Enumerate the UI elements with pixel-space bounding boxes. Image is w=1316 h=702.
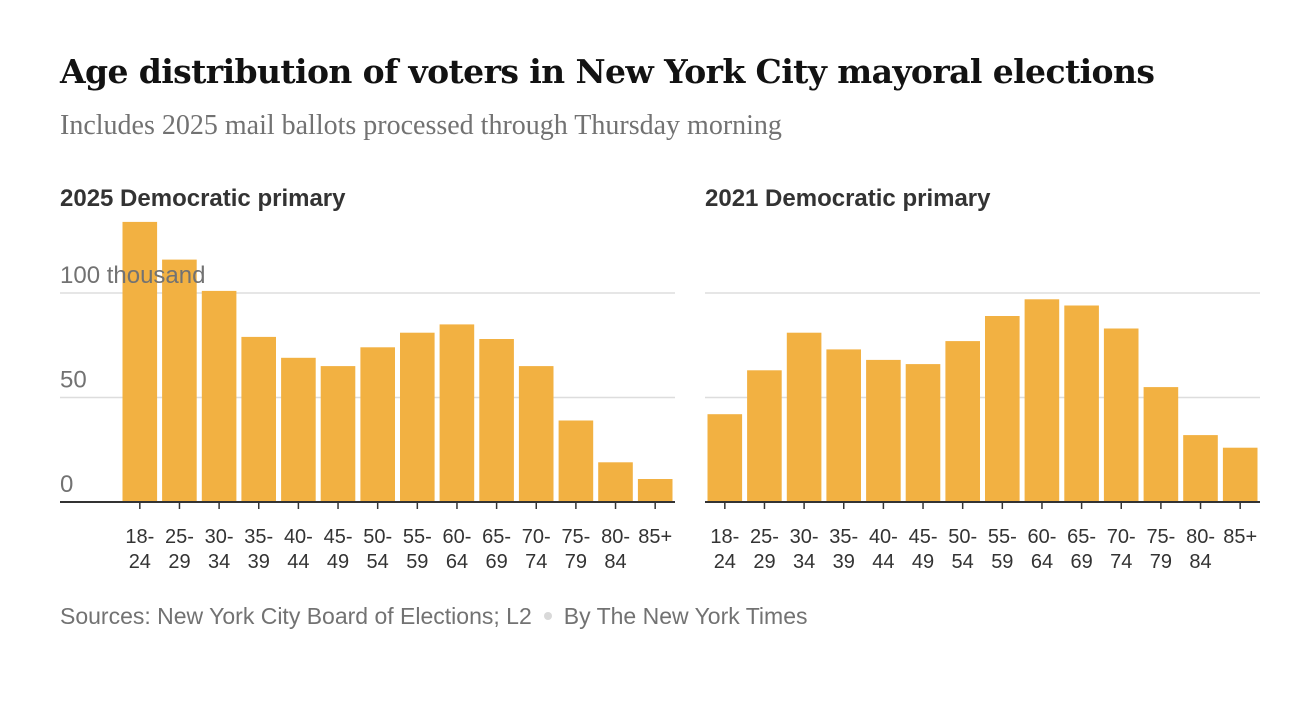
bar-30-34 [786,332,822,502]
bar-18-24 [122,221,158,502]
bar-85+ [637,479,673,502]
bar-60-64 [439,324,475,502]
bar-60-64 [1024,299,1060,502]
x-tick-label: 30- [790,526,819,548]
bar-85+ [1222,447,1258,502]
y-tick-label-50: 50 [60,367,87,394]
x-tick-label: 30- [205,526,234,548]
bar-55-59 [400,332,435,502]
x-tick-label: 84 [1189,551,1211,573]
bar-65-69 [479,339,514,502]
bar-80-84 [1183,435,1218,502]
bar-30-34 [201,290,237,502]
panel-2021-democratic-primary: 2021 Democratic primary 18- 24 25- 29 30- 34 35… [705,185,1260,573]
chart-subtitle: Includes 2025 mail ballots processed thr… [60,110,782,141]
x-tick-label: 49 [912,551,934,573]
bar-40-44 [281,357,316,502]
x-tick-label: 34 [208,551,230,573]
x-tick-label: 60- [443,526,472,548]
y-tick-label-100: 100 thousand [60,262,205,289]
x-tick-label: 55- [988,526,1017,548]
y-tick-label-0: 0 [60,471,73,498]
x-tick-label: 39 [248,551,270,573]
x-tick-label: 55- [403,526,432,548]
bar-25-29 [747,370,782,502]
x-tick-label: 79 [1150,551,1172,573]
x-tick-label: 59 [991,551,1013,573]
bar-65-69 [1064,305,1099,502]
x-tick-label: 84 [604,551,626,573]
x-tick-label: 69 [485,551,507,573]
bar-25-29 [162,259,197,502]
x-tick-label: 80- [601,526,630,548]
x-tick-label: 75- [561,526,590,548]
x-tick-label: 69 [1070,551,1092,573]
bar-50-54 [945,341,980,502]
x-tick-label: 59 [406,551,428,573]
chart-footer: Sources: New York City Board of Election… [60,603,808,630]
sources-text: Sources: New York City Board of Election… [60,603,532,629]
x-tick-label: 40- [284,526,313,548]
x-tick-label: 74 [1110,551,1132,573]
bar-75-79 [1143,387,1179,502]
x-tick-label: 45- [324,526,353,548]
x-tick-label: 25- [750,526,779,548]
panel-title: 2025 Democratic primary [60,185,346,212]
bar-35-39 [826,349,861,502]
x-tick-label: 54 [367,551,389,573]
x-tick-label: 24 [129,551,151,573]
x-tick-label: 60- [1028,526,1057,548]
separator-dot [543,611,552,620]
panel-title: 2021 Democratic primary [705,185,991,212]
bar-70-74 [518,366,554,502]
x-tick-label: 65- [482,526,511,548]
x-tick-label: 50- [948,526,977,548]
chart-title: Age distribution of voters in New York C… [60,52,1155,91]
x-tick-label: 39 [833,551,855,573]
x-tick-label: 49 [327,551,349,573]
x-tick-label: 18- [710,526,739,548]
x-tick-label: 45- [909,526,938,548]
x-tick-label: 35- [829,526,858,548]
bar-45-49 [320,366,356,502]
x-tick-label: 80- [1186,526,1215,548]
byline-text: By The New York Times [563,603,808,629]
x-tick-label: 29 [753,551,775,573]
x-tick-label: 79 [565,551,587,573]
x-tick-label: 44 [872,551,894,573]
x-tick-label: 74 [525,551,547,573]
x-tick-label: 75- [1146,526,1175,548]
x-tick-label: 70- [522,526,551,548]
panel-2025-democratic-primary: 2025 Democratic primary 0 50 100 thousand 18… [60,185,675,573]
x-tick-label: 40- [869,526,898,548]
x-tick-label: 34 [793,551,815,573]
bar-70-74 [1103,328,1139,502]
x-tick-label: 29 [168,551,190,573]
bar-18-24 [707,414,743,502]
bar-75-79 [558,420,594,502]
x-tick-label: 85+ [638,526,672,548]
x-tick-label: 64 [446,551,468,573]
x-tick-label: 54 [952,551,974,573]
x-tick-label: 85+ [1223,526,1257,548]
x-tick-label: 70- [1107,526,1136,548]
x-tick-label: 18- [125,526,154,548]
bar-55-59 [985,316,1020,502]
bar-35-39 [241,336,276,502]
x-tick-label: 25- [165,526,194,548]
x-tick-label: 44 [287,551,309,573]
bar-80-84 [598,462,633,502]
x-tick-label: 65- [1067,526,1096,548]
bar-40-44 [866,359,901,502]
x-tick-label: 50- [363,526,392,548]
x-tick-label: 35- [244,526,273,548]
bar-45-49 [905,364,941,502]
x-tick-label: 24 [714,551,736,573]
x-tick-label: 64 [1031,551,1053,573]
bar-50-54 [360,347,395,502]
